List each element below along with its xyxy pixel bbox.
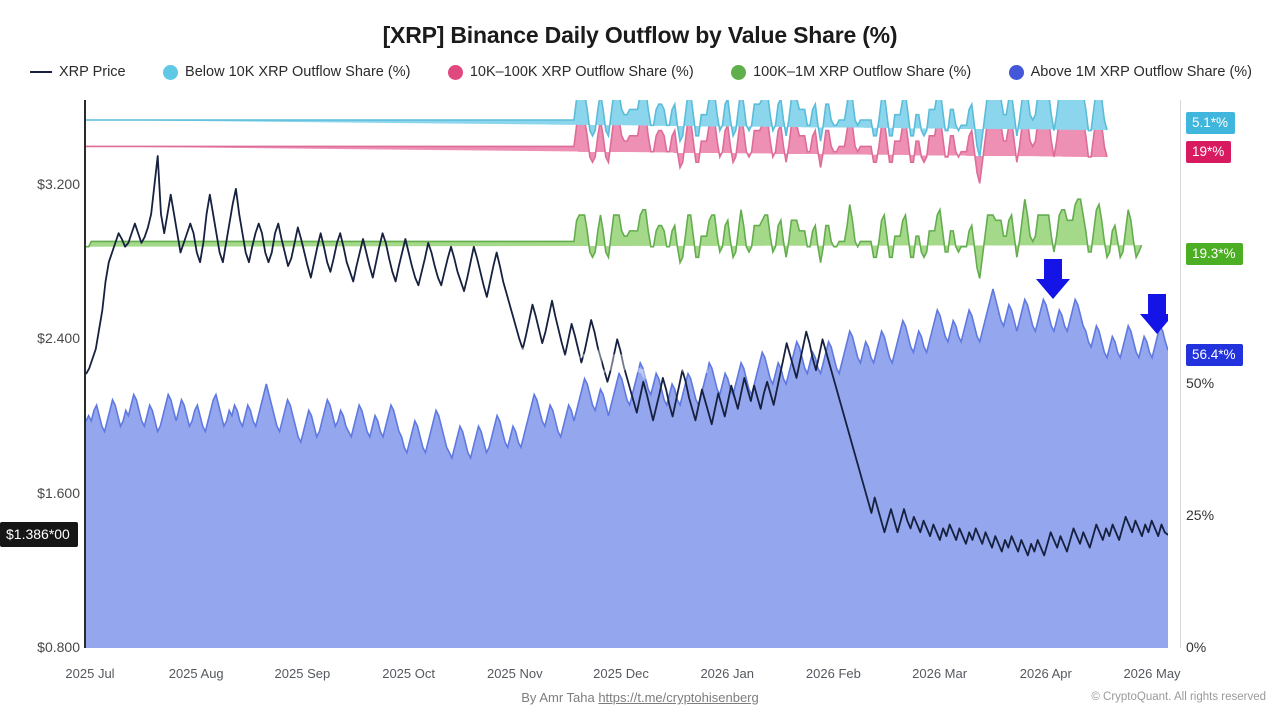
x-axis-tick: 2025 Aug xyxy=(168,666,224,681)
x-axis-tick: 2025 Dec xyxy=(593,666,649,681)
footer-copyright: © CryptoQuant. All rights reserved xyxy=(1091,691,1266,703)
down-arrow-icon xyxy=(1140,294,1168,334)
circle-marker-icon xyxy=(1008,64,1024,80)
share-badge-below-10k: 5.1*% xyxy=(1186,112,1236,134)
legend-item-label: Above 1M XRP Outflow Share (%) xyxy=(1030,64,1252,80)
x-axis-tick: 2026 Apr xyxy=(1019,666,1072,681)
legend-item-above-1m[interactable]: Above 1M XRP Outflow Share (%) xyxy=(1008,64,1252,80)
x-axis-tick: 2025 Sep xyxy=(274,666,331,681)
legend-item-label: Below 10K XRP Outflow Share (%) xyxy=(185,64,411,80)
x-axis-tick: 2026 Feb xyxy=(805,666,861,681)
circle-marker-icon xyxy=(447,64,463,80)
legend-item-below-10k[interactable]: Below 10K XRP Outflow Share (%) xyxy=(163,64,410,80)
circle-marker-icon xyxy=(163,64,179,80)
x-axis-tick: 2026 Mar xyxy=(912,666,968,681)
right-axis-line xyxy=(1180,100,1181,648)
x-axis-tick: 2025 Oct xyxy=(382,666,435,681)
x-axis-tick: 2025 Nov xyxy=(486,666,543,681)
left-axis-line xyxy=(84,100,86,648)
right-axis-tick: 0% xyxy=(1186,639,1207,655)
left-axis-tick: $0.800 xyxy=(37,639,80,655)
right-axis-tick: 25% xyxy=(1186,507,1215,523)
page-title: [XRP] Binance Daily Outflow by Value Sha… xyxy=(382,22,898,48)
plot-area[interactable] xyxy=(86,100,1168,648)
footer-link[interactable]: https://t.me/cryptohisenberg xyxy=(598,690,759,705)
left-axis-tick: $2.400 xyxy=(37,330,80,347)
x-axis-tick: 2026 Jan xyxy=(700,666,754,681)
legend-item-label: XRP Price xyxy=(59,64,126,80)
x-axis-tick: 2025 Jul xyxy=(65,666,115,681)
legend-item-10k-100k[interactable]: 10K–100K XRP Outflow Share (%) xyxy=(447,64,694,80)
legend-item-label: 100K–1M XRP Outflow Share (%) xyxy=(753,64,972,80)
circle-marker-icon xyxy=(731,64,747,80)
footer-author: By Amr Taha xyxy=(521,690,599,705)
share-badge-100k-1m: 19.3*% xyxy=(1186,243,1243,265)
legend-item-100k-1m[interactable]: 100K–1M XRP Outflow Share (%) xyxy=(731,64,971,80)
chart-svg xyxy=(86,100,1168,648)
chart-legend: XRP Price Below 10K XRP Outflow Share (%… xyxy=(30,62,1252,82)
share-badge-10k-100k: 19*% xyxy=(1186,141,1232,163)
footer-credit: By Amr Taha https://t.me/cryptohisenberg xyxy=(0,690,1280,705)
left-axis-tick: $3.200 xyxy=(37,176,80,192)
line-marker-icon xyxy=(30,71,52,73)
left-axis-tick: $1.600 xyxy=(37,484,80,501)
down-arrow-icon xyxy=(1036,259,1070,299)
left-price-axis: $3.200 $2.400 $1.600 $0.800 xyxy=(0,0,80,720)
share-badge-above-1m: 56.4*% xyxy=(1186,344,1243,366)
x-axis-tick: 2026 May xyxy=(1123,666,1181,681)
right-percent-axis: 0% 25% 50% 5.1*% 19*% 19.3*% 56.4*% xyxy=(1186,0,1280,720)
legend-item-xrp-price[interactable]: XRP Price xyxy=(30,64,126,80)
right-axis-tick: 50% xyxy=(1186,375,1215,391)
legend-item-label: 10K–100K XRP Outflow Share (%) xyxy=(469,64,694,80)
current-price-badge: $1.386*00 xyxy=(0,521,78,547)
